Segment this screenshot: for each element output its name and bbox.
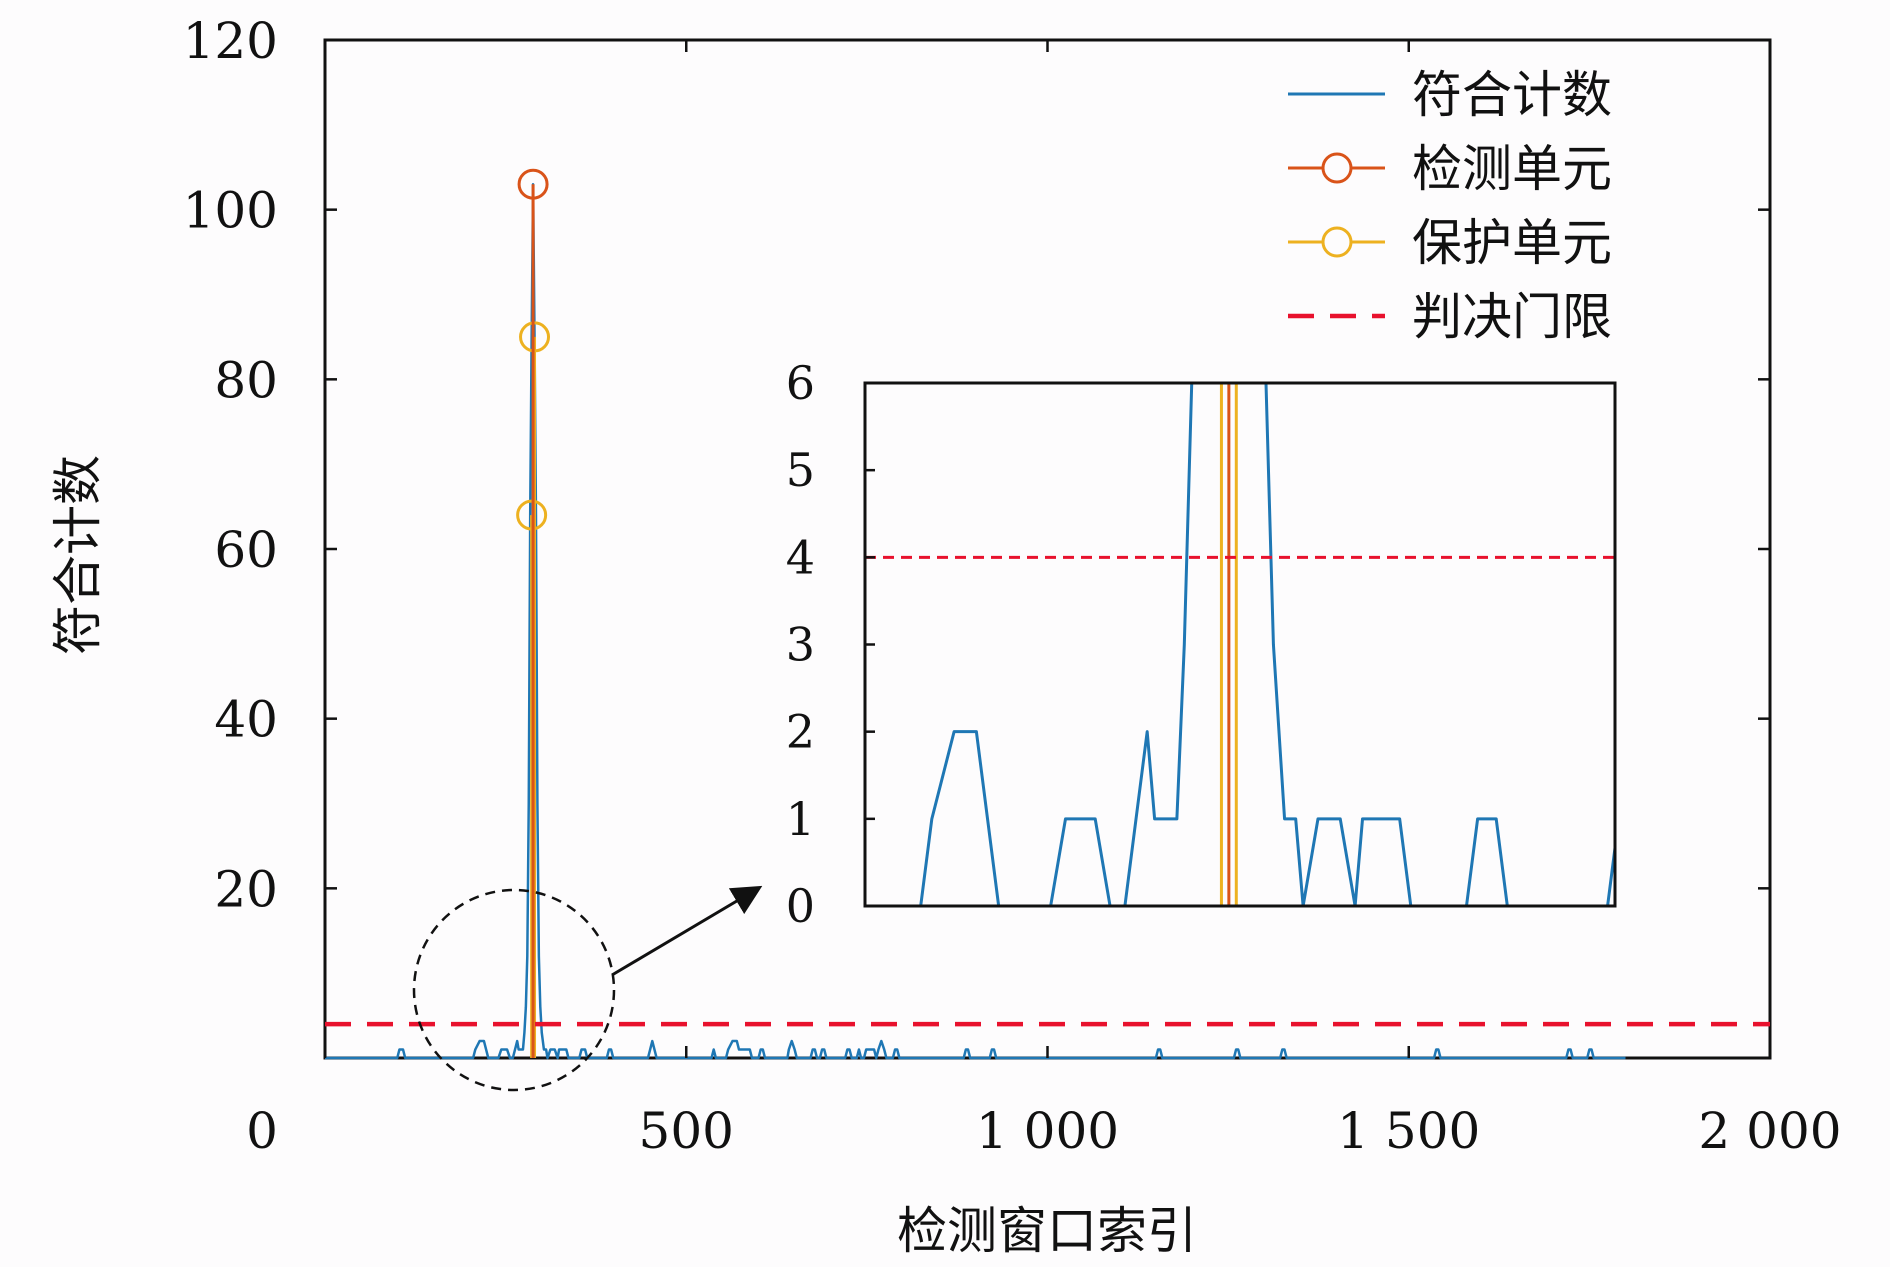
x-tick-label: 1 500	[1337, 1102, 1480, 1160]
inset-y-tick-label: 6	[786, 356, 815, 410]
y-tick-label: 40	[214, 691, 278, 749]
inset-y-tick-label: 4	[786, 530, 815, 584]
y-tick-label: 20	[214, 860, 278, 918]
y-axis-title: 符合计数	[49, 455, 107, 655]
x-axis-title: 检测窗口索引	[897, 1202, 1197, 1260]
x-tick-label: 2 000	[1698, 1102, 1841, 1160]
x-tick-label: 0	[246, 1102, 278, 1160]
zoom-circle	[412, 888, 616, 1092]
inset-ticks-group: 0 1 2 3 4 5 6	[786, 356, 875, 933]
y-tick-label: 120	[183, 12, 278, 70]
inset-y-tick-label: 0	[786, 879, 815, 933]
main-series-group	[325, 168, 1770, 1060]
legend-label: 检测单元	[1412, 140, 1612, 198]
inset-series-group	[865, 383, 1615, 906]
y-tick-label: 100	[183, 182, 278, 240]
x-tick-label: 1 000	[976, 1102, 1119, 1160]
detection-marker	[517, 168, 549, 200]
legend-label: 保护单元	[1412, 214, 1612, 272]
inset-y-tick-label: 5	[786, 443, 815, 497]
y-tick-label: 80	[214, 351, 278, 409]
legend-marker	[1321, 226, 1353, 258]
legend-label: 符合计数	[1412, 66, 1612, 124]
inset-y-tick-label: 3	[786, 618, 815, 672]
y-tick-label: 60	[214, 521, 278, 579]
inset-background	[865, 383, 1615, 906]
inset-frame	[863, 381, 1617, 908]
series-line-count	[325, 182, 1626, 1060]
inset-y-tick-label: 2	[786, 705, 815, 759]
zoom-arrow	[611, 885, 763, 977]
legend-marker	[1321, 152, 1353, 184]
legend-label: 判决门限	[1412, 288, 1612, 346]
inset-y-tick-label: 1	[786, 792, 815, 846]
x-tick-label: 500	[639, 1102, 734, 1160]
